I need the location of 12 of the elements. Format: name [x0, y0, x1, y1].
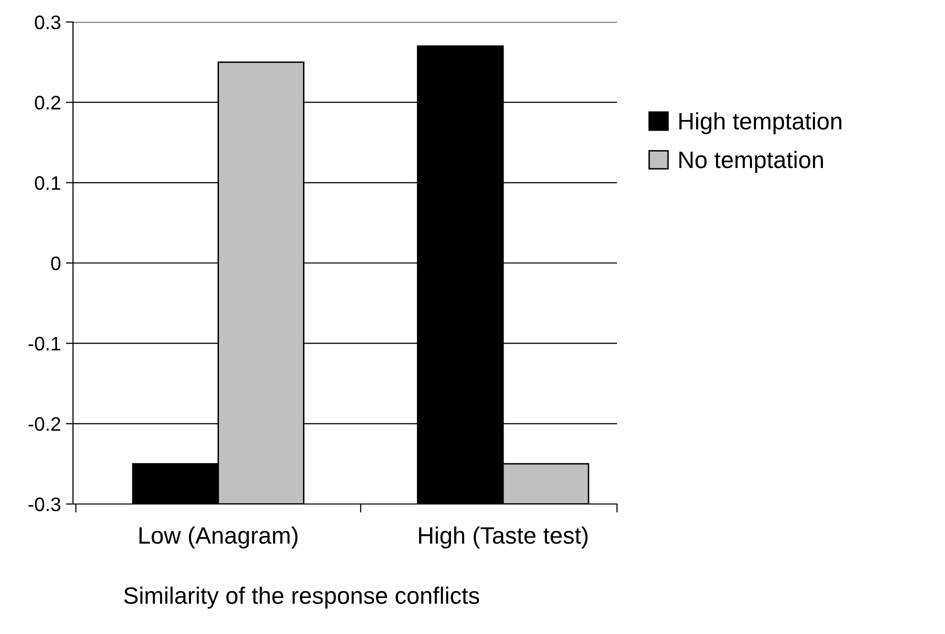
y-tick-label: 0	[51, 256, 60, 270]
y-tick-label: 0.2	[34, 96, 60, 110]
y-tick-label: 0.1	[34, 176, 60, 190]
y-tick-label: -0.2	[28, 417, 60, 431]
legend-label: High temptation	[679, 112, 842, 134]
y-tick-label: -0.3	[28, 497, 60, 512]
y-tick-label: -0.1	[28, 336, 60, 351]
x-tick-label: Low (Anagram)	[139, 526, 298, 549]
x-axis-title: Similarity of the response conflicts	[124, 586, 480, 609]
x-tick-label: High (Taste test)	[419, 526, 588, 549]
y-tick-label: 0.3	[34, 15, 60, 30]
legend-label: No temptation	[679, 150, 823, 173]
